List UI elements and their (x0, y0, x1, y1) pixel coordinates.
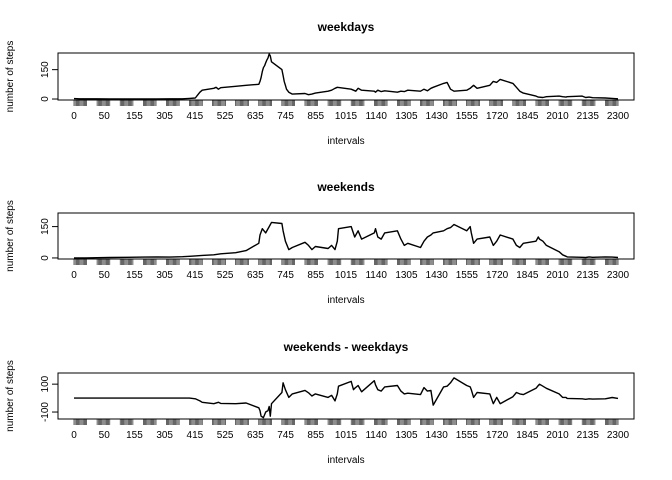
x-tick-label: 525 (217, 111, 234, 122)
x-tick-label: 635 (247, 111, 264, 122)
y-tick-label: 100 (40, 375, 51, 392)
plot-frame (57, 52, 635, 101)
x-tick-label: 2300 (607, 430, 630, 441)
y-axis-label: number of steps (5, 200, 16, 272)
x-tick-label: 1555 (456, 270, 479, 281)
x-tick-label: 2010 (546, 270, 569, 281)
x-tick-label: 1845 (516, 430, 539, 441)
chart-title: weekends - weekdays (283, 340, 409, 354)
x-tick-label: 1720 (486, 111, 509, 122)
x-tick-label: 1845 (516, 111, 539, 122)
y-axis-label: number of steps (5, 41, 16, 113)
x-tick-label: 1305 (395, 111, 418, 122)
x-tick-label: 1430 (426, 111, 449, 122)
series-line (74, 377, 619, 419)
x-tick-label: 635 (247, 270, 264, 281)
x-tick-label: 2135 (577, 111, 600, 122)
x-tick-label: 305 (156, 430, 173, 441)
y-tick-label: 150 (40, 61, 51, 78)
x-tick-label: 635 (247, 430, 264, 441)
chart-title: weekdays (317, 20, 375, 34)
x-tick-label: 155 (126, 270, 143, 281)
x-tick-label: 1845 (516, 270, 539, 281)
x-tick-label: 745 (277, 270, 294, 281)
x-tick-label: 525 (217, 430, 234, 441)
x-tick-label: 415 (187, 270, 204, 281)
x-tick-label: 0 (71, 111, 77, 122)
x-tick-label: 1015 (335, 111, 358, 122)
x-tick-label: 1140 (365, 430, 387, 441)
x-tick-label: 305 (156, 270, 173, 281)
series-line (74, 221, 619, 259)
x-tick-label: 1305 (395, 430, 418, 441)
x-tick-label: 155 (126, 430, 143, 441)
x-tick-label: 415 (187, 430, 204, 441)
x-tick-label: 2300 (607, 270, 630, 281)
chart-title: weekends (316, 180, 375, 194)
y-tick-label: 0 (40, 255, 51, 261)
x-tick-label: 2135 (577, 270, 600, 281)
x-tick-label: 745 (277, 430, 294, 441)
y-axis-label: number of steps (5, 360, 16, 432)
plot-frame (57, 372, 635, 420)
x-tick-label: 0 (71, 270, 77, 281)
x-tick-label: 50 (99, 111, 111, 122)
plot-frame (57, 212, 635, 260)
x-tick-label: 2135 (577, 430, 600, 441)
x-tick-label: 0 (71, 430, 77, 441)
y-tick-label: 0 (40, 96, 51, 102)
x-tick-label: 1305 (395, 270, 418, 281)
x-tick-label: 50 (99, 430, 111, 441)
x-axis-label: intervals (327, 455, 364, 466)
x-tick-label: 1430 (426, 430, 449, 441)
x-tick-label: 1140 (365, 111, 387, 122)
x-tick-label: 855 (307, 270, 324, 281)
x-axis-label: intervals (327, 136, 364, 147)
x-tick-label: 1140 (365, 270, 387, 281)
y-tick-label: 150 (40, 218, 51, 235)
x-tick-label: 855 (307, 430, 324, 441)
x-tick-label: 2010 (546, 111, 569, 122)
x-tick-label: 415 (187, 111, 204, 122)
x-tick-label: 2010 (546, 430, 569, 441)
x-tick-label: 1720 (486, 430, 509, 441)
x-tick-label: 1720 (486, 270, 509, 281)
x-tick-label: 2300 (607, 111, 630, 122)
series-line (73, 53, 619, 100)
x-tick-label: 1430 (426, 270, 449, 281)
x-tick-label: 1555 (456, 430, 479, 441)
x-tick-label: 745 (277, 111, 294, 122)
x-tick-label: 305 (156, 111, 173, 122)
y-tick-label: -100 (40, 402, 51, 422)
x-tick-label: 50 (99, 270, 111, 281)
x-tick-label: 155 (126, 111, 143, 122)
x-tick-label: 855 (307, 111, 324, 122)
x-tick-label: 1015 (335, 430, 358, 441)
x-axis-label: intervals (327, 295, 364, 306)
x-tick-label: 525 (217, 270, 234, 281)
x-tick-label: 1015 (335, 270, 358, 281)
x-tick-label: 1555 (456, 111, 479, 122)
